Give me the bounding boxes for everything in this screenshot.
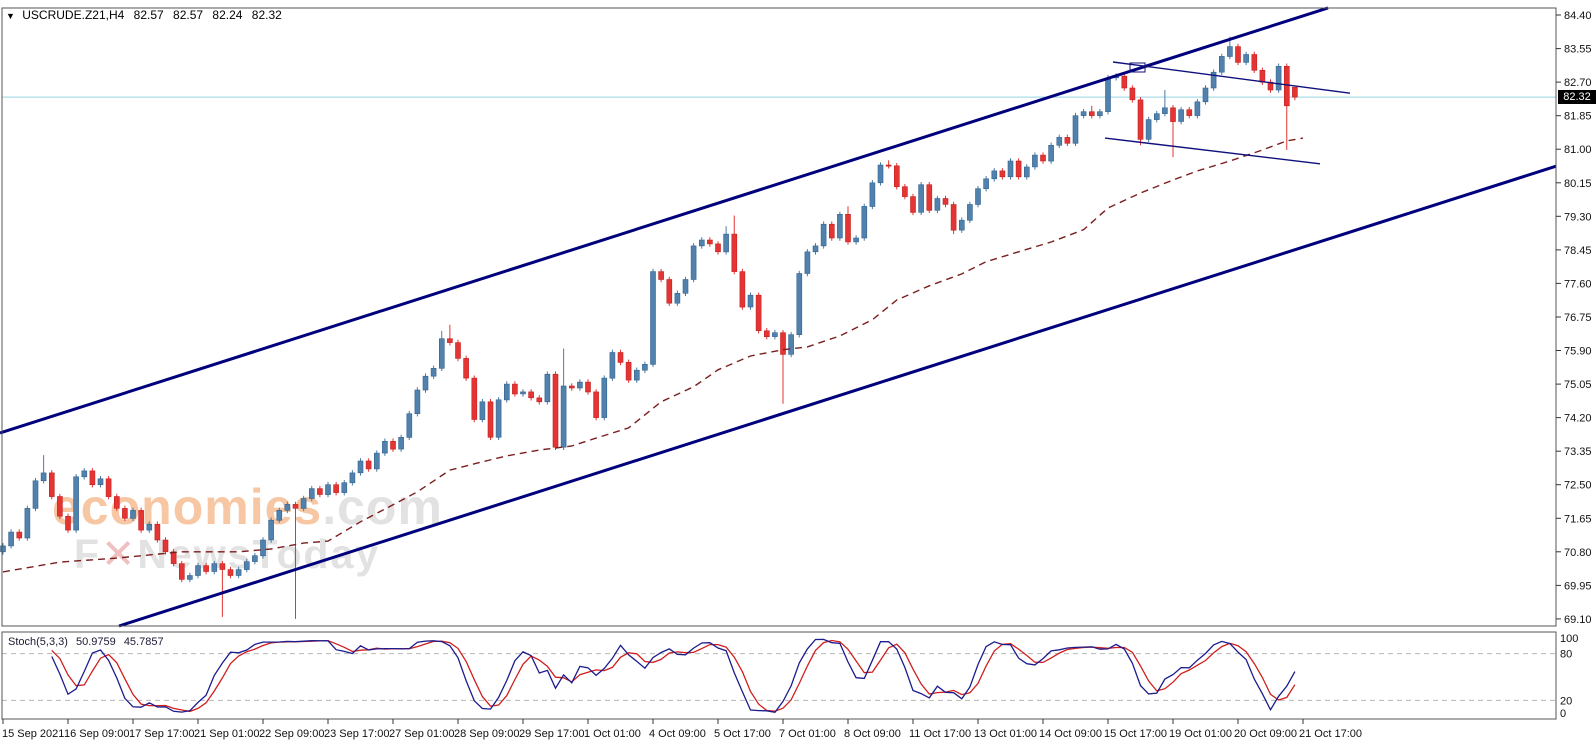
stoch-axis-label: 100 xyxy=(1560,633,1578,645)
stoch-axis[interactable]: 100 80 200 xyxy=(1560,633,1578,720)
candles xyxy=(0,36,1298,619)
main-panel-border xyxy=(1,7,1557,627)
watermark-brand-text: economies xyxy=(52,479,323,535)
time-axis-label: 15 Sep 2021 xyxy=(2,728,64,740)
price-axis-label: 80.15 xyxy=(1564,178,1592,190)
trendline-channel-lower[interactable] xyxy=(118,164,1557,628)
stoch-panel-border xyxy=(1,631,1557,720)
price-axis-label: 82.70 xyxy=(1564,77,1592,89)
price-axis-label: 70.80 xyxy=(1564,547,1592,559)
time-axis-label: 8 Oct 09:00 xyxy=(844,728,901,740)
stoch-main-line xyxy=(51,638,1296,714)
price-axis-label: 69.10 xyxy=(1564,614,1592,626)
time-axis-label: 7 Oct 01:00 xyxy=(779,728,836,740)
watermark-x-glyph: ✕ xyxy=(101,531,138,577)
price-axis-label: 76.75 xyxy=(1564,312,1592,324)
price-axis-label: 79.30 xyxy=(1564,211,1592,223)
time-axis[interactable]: 15 Sep 2021 16 Sep 09:00 17 Sep 17:00 21 Se… xyxy=(2,719,1362,740)
price-axis-label: 84.40 xyxy=(1564,10,1592,22)
chart-title: ▼ USCRUDE.Z21,H4 82.57 82.57 82.24 82.32 xyxy=(6,8,282,22)
stoch-axis-label: 0 xyxy=(1560,708,1566,720)
time-axis-label: 1 Oct 01:00 xyxy=(584,728,641,740)
watermark-subbrand: F✕NewsToday xyxy=(74,534,443,575)
time-axis-label: 21 Sep 01:00 xyxy=(194,728,259,740)
time-axis-label: 4 Oct 09:00 xyxy=(649,728,706,740)
stoch-axis-label: 20 xyxy=(1560,695,1572,707)
price-axis-label: 81.00 xyxy=(1564,144,1592,156)
price-axis[interactable]: 84.40 83.55 82.70 81.85 81.00 80.15 79.30 78.45… xyxy=(1556,10,1592,626)
quote-open: 82.57 xyxy=(133,8,164,22)
quote-close: 82.32 xyxy=(251,8,282,22)
indicator-label: Stoch(5,3,3) 50.9759 45.7857 xyxy=(8,636,169,648)
price-axis-label: 71.65 xyxy=(1564,513,1592,525)
trendline-flag-lower[interactable] xyxy=(1104,137,1321,165)
current-price-badge: 82.32 xyxy=(1558,90,1596,104)
price-axis-label: 72.50 xyxy=(1564,480,1592,492)
time-axis-label: 29 Sep 17:00 xyxy=(519,728,584,740)
time-axis-label: 19 Oct 01:00 xyxy=(1169,728,1232,740)
price-axis-label: 75.90 xyxy=(1564,346,1592,358)
time-axis-label: 11 Oct 17:00 xyxy=(909,728,971,740)
price-axis-label: 69.95 xyxy=(1564,580,1592,592)
stoch-axis-label: 80 xyxy=(1560,649,1572,661)
indicator-value-main: 50.9759 xyxy=(75,636,116,648)
time-axis-label: 27 Sep 01:00 xyxy=(389,728,454,740)
price-axis-label: 73.35 xyxy=(1564,446,1592,458)
time-axis-label: 22 Sep 09:00 xyxy=(259,728,324,740)
trendline-channel-upper[interactable] xyxy=(0,6,1329,435)
symbol-timeframe-label: USCRUDE.Z21,H4 xyxy=(22,8,125,22)
moving-average-line[interactable] xyxy=(2,137,1304,573)
price-axis-label: 77.60 xyxy=(1564,278,1592,290)
price-axis-label: 83.55 xyxy=(1564,44,1592,56)
watermark: economies.com F✕NewsToday xyxy=(52,482,443,575)
flag-anchor-box[interactable] xyxy=(1129,62,1146,73)
time-axis-label: 28 Sep 09:00 xyxy=(454,728,519,740)
watermark-brand: economies.com xyxy=(52,482,443,532)
price-axis-label: 74.20 xyxy=(1564,413,1592,425)
time-axis-label: 15 Oct 17:00 xyxy=(1104,728,1167,740)
time-axis-label: 20 Oct 09:00 xyxy=(1234,728,1297,740)
time-axis-label: 14 Oct 09:00 xyxy=(1039,728,1102,740)
collapse-triangle-icon[interactable]: ▼ xyxy=(6,11,15,21)
price-axis-label: 78.45 xyxy=(1564,245,1592,257)
time-axis-label: 5 Oct 17:00 xyxy=(714,728,771,740)
time-axis-label: 23 Sep 17:00 xyxy=(324,728,389,740)
watermark-sub-f: F xyxy=(74,531,102,577)
price-axis-label: 81.85 xyxy=(1564,111,1592,123)
quote-low: 82.24 xyxy=(212,8,243,22)
indicator-name: Stoch(5,3,3) xyxy=(8,636,68,648)
time-axis-label: 13 Oct 01:00 xyxy=(974,728,1037,740)
time-axis-label: 17 Sep 17:00 xyxy=(129,728,194,740)
price-axis-label: 75.05 xyxy=(1564,379,1592,391)
time-axis-label: 16 Sep 09:00 xyxy=(64,728,129,740)
watermark-sub-rest: NewsToday xyxy=(137,531,381,577)
quote-high: 82.57 xyxy=(173,8,204,22)
trendline-flag-upper[interactable] xyxy=(1112,61,1351,94)
indicator-value-signal: 45.7857 xyxy=(123,636,164,648)
time-axis-label: 21 Oct 17:00 xyxy=(1299,728,1362,740)
